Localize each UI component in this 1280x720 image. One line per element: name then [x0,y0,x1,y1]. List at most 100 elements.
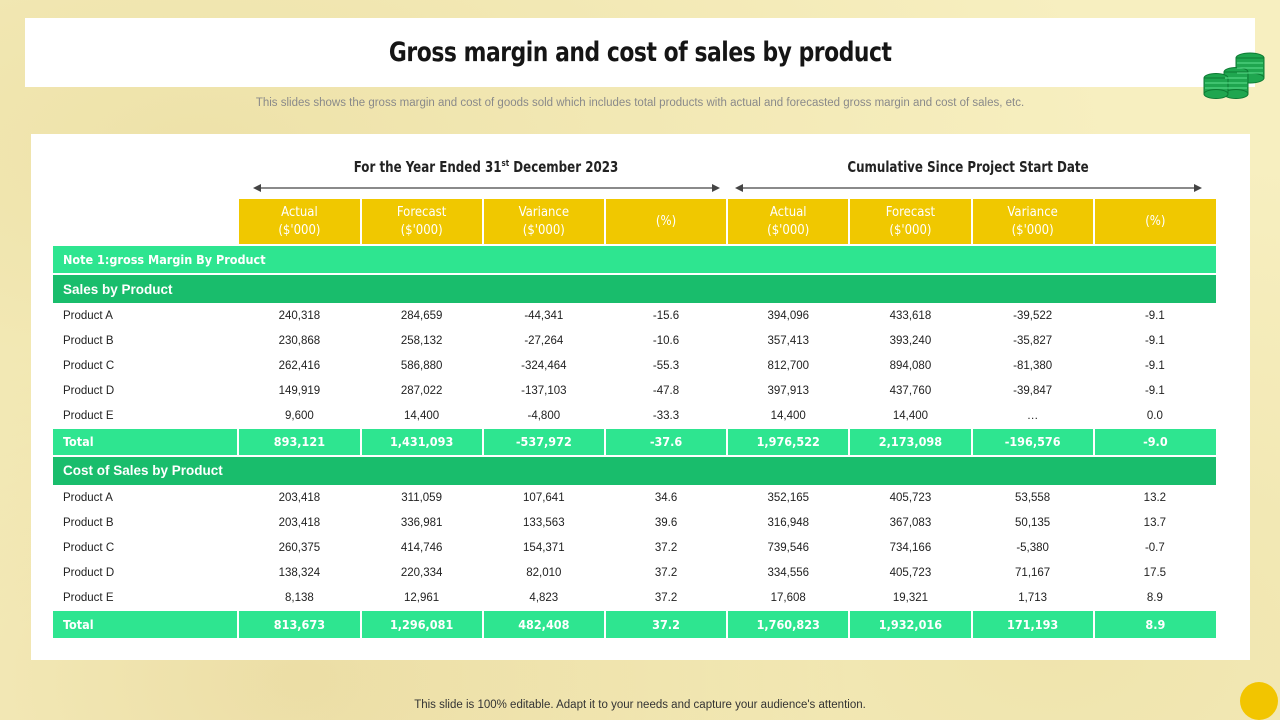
table-cell: -9.1 [1144,334,1165,347]
total-cell: 8.9 [1092,610,1216,638]
col-header-cum-forecast: Forecast ($'000) [848,199,972,245]
total-cell: -196,576 [970,428,1094,456]
table-cell: 397,913 [767,385,810,398]
table-cell: -15.6 [652,309,680,322]
coin-stack-icon [1203,52,1265,99]
row-label: Product D [63,385,115,398]
row-label: Product E [63,410,114,423]
col-header-variance: Variance ($'000) [481,199,605,245]
period-right-label: Cumulative Since Project Start Date [847,158,1089,176]
table-row: Product D 149,919 287,022 -137,103 -47.8 397,… [53,379,1216,404]
table-cell: 311,059 [401,491,442,504]
table-cell: -27,264 [524,334,564,347]
table-row: Product E 9,600 14,400 -4,800 -33.3 14,400 14,… [53,404,1216,429]
table-cell: 14,400 [404,410,440,423]
total-cell: 1,296,081 [359,610,483,638]
table-cell: 203,418 [278,516,321,529]
note-row: Note 1:gross Margin By Product [53,244,1216,274]
total-cell: 893,121 [237,428,361,456]
table-cell: 50,135 [1015,516,1051,529]
section-row-cost: Cost of Sales by Product [53,454,1216,485]
row-label: Product A [63,309,113,322]
table-cell: 334,556 [767,567,810,580]
row-label: Product E [63,592,114,605]
cost-rows: Product A 203,418 311,059 107,641 34.6 352,16… [53,485,1216,611]
table-cell: 154,371 [523,541,565,554]
section-row-sales: Sales by Product [53,273,1216,303]
table-cell: 240,318 [278,309,321,322]
table-cell: 13.2 [1143,491,1167,504]
total-row-cost: Total 813,673 1,296,081 482,408 37.2 1,760,82… [53,610,1216,638]
table-row: Product A 203,418 311,059 107,641 34.6 352,16… [53,485,1216,510]
table-cell: -324,464 [521,359,567,372]
table-cell: 17,608 [770,592,806,605]
table-cell: -81,380 [1013,359,1053,372]
section-heading: Sales by Product [53,273,1216,303]
table-cell: 34.6 [654,491,678,504]
total-cell: 2,173,098 [848,428,972,456]
table-cell: 220,334 [400,567,443,580]
title-bar: Gross margin and cost of sales by produc… [25,18,1255,87]
table-cell: 133,563 [523,516,565,529]
table-cell: 82,010 [526,567,562,580]
table-cell: 12,961 [404,592,440,605]
total-cell: 1,976,522 [726,428,850,456]
margin-table: Actual ($'000) Forecast ($'000) Variance ($… [53,199,1216,638]
table-cell: -55.3 [652,359,680,372]
table-cell: 405,723 [889,567,932,580]
table-cell: 39.6 [654,516,678,529]
table-cell: -137,103 [521,385,567,398]
col-header-cum-percent: (%) [1092,199,1216,245]
table-cell: 0.0 [1146,410,1163,423]
table-cell: 13.7 [1143,516,1167,529]
table-cell: 230,868 [278,334,321,347]
table-cell: -35,827 [1013,334,1053,347]
table-cell: 393,240 [889,334,932,347]
total-cell: -537,972 [481,428,605,456]
total-row-sales: Total 893,121 1,431,093 -537,972 -37.6 1,976,… [53,428,1216,456]
row-label: Product D [63,567,115,580]
col-header-percent: (%) [603,199,728,245]
total-cell: 171,193 [970,610,1094,638]
table-cell: 14,400 [770,410,806,423]
total-cell: 1,760,823 [726,610,850,638]
table-cell: 414,746 [400,541,443,554]
table-cell: 71,167 [1015,567,1051,580]
table-cell: 357,413 [767,334,810,347]
table-cell: 367,083 [889,516,932,529]
table-cell: 53,558 [1015,491,1051,504]
period-left-label: For the Year Ended 31st December 2023 [353,158,619,176]
subtitle: This slides shows the gross margin and c… [255,97,1025,109]
table-cell: 894,080 [889,359,932,372]
period-left-arrow [253,184,720,192]
table-row: Product B 203,418 336,981 133,563 39.6 316,94… [53,510,1216,535]
col-header-cum-actual: Actual ($'000) [726,199,850,245]
table-cell: 138,324 [278,567,321,580]
table-cell: 8.9 [1146,592,1163,605]
table-cell: 734,166 [889,541,932,554]
page-title: Gross margin and cost of sales by produc… [388,37,892,68]
table-cell: 433,618 [889,309,932,322]
total-cell: -37.6 [603,428,728,456]
table-cell: 203,418 [278,491,321,504]
table-cell: 812,700 [767,359,810,372]
table-row: Product C 260,375 414,746 154,371 37.2 739,54… [53,535,1216,560]
table-cell: -47.8 [652,385,680,398]
table-cell: -0.7 [1144,541,1165,554]
table-row: Product D 138,324 220,334 82,010 37.2 334,556… [53,561,1216,586]
table-cell: 586,880 [400,359,443,372]
table-cell: 8,138 [285,592,314,605]
table-cell: -10.6 [652,334,680,347]
table-cell: 316,948 [767,516,810,529]
row-label: Product C [63,359,115,372]
table-cell: 262,416 [278,359,321,372]
table-cell: 37.2 [654,541,678,554]
decor-circle [1240,682,1278,720]
total-cell: 1,431,093 [359,428,483,456]
table-cell: 9,600 [285,410,314,423]
total-cell: 482,408 [481,610,605,638]
table-cell: 19,321 [892,592,929,605]
table-cell: 739,546 [767,541,810,554]
header-spacer [53,199,239,245]
row-label: Product C [63,541,115,554]
